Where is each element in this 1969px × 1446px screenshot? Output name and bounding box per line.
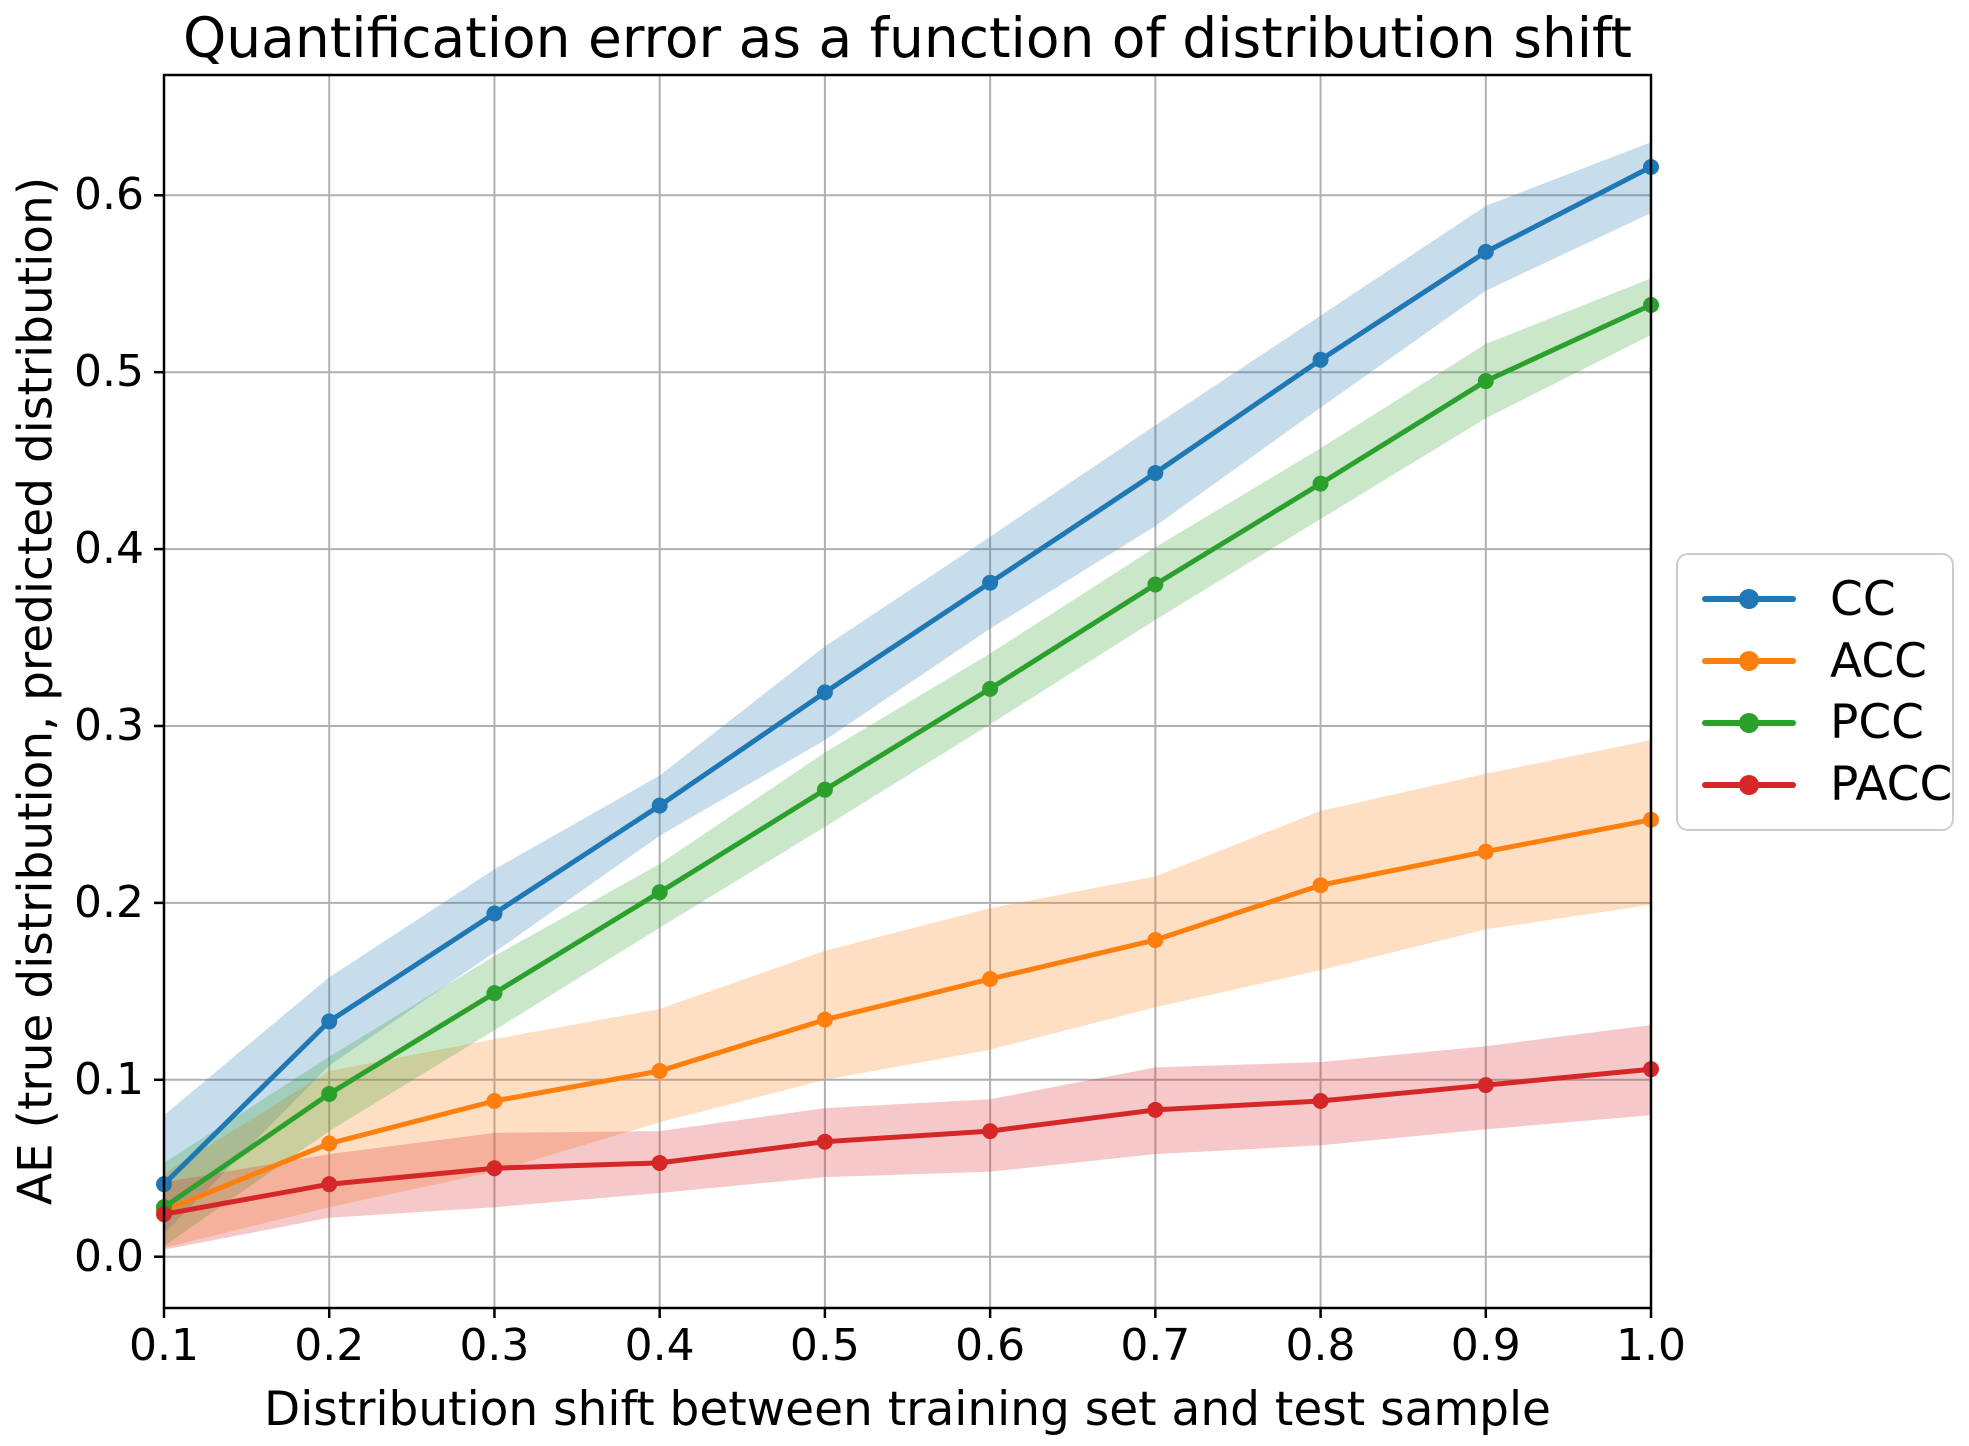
y-tick-label: 0.6 bbox=[74, 169, 144, 221]
marker-pacc bbox=[486, 1160, 503, 1177]
marker-pcc bbox=[982, 680, 999, 697]
x-axis-label: Distribution shift between training set … bbox=[264, 1382, 1551, 1437]
x-tick-label: 0.3 bbox=[459, 1320, 530, 1371]
legend: CC ACC PCC PACC bbox=[1676, 553, 1954, 831]
marker-pcc bbox=[1477, 373, 1494, 390]
x-tick-label: 0.9 bbox=[1450, 1320, 1521, 1371]
legend-line-sample bbox=[1702, 651, 1796, 672]
marker-cc bbox=[1312, 351, 1329, 368]
marker-pacc bbox=[651, 1154, 668, 1171]
marker-cc bbox=[651, 797, 668, 814]
legend-marker-dot bbox=[1739, 651, 1759, 672]
x-tick-label: 0.2 bbox=[294, 1320, 365, 1371]
marker-acc bbox=[816, 1011, 833, 1028]
marker-cc bbox=[1147, 465, 1164, 482]
legend-line-sample bbox=[1702, 589, 1796, 610]
x-tick-label: 0.8 bbox=[1285, 1320, 1356, 1371]
y-tick-label: 0.4 bbox=[74, 523, 144, 575]
line-cc bbox=[161, 164, 1654, 1187]
marker-pcc bbox=[321, 1085, 338, 1102]
band-pcc bbox=[164, 278, 1651, 1247]
marker-cc bbox=[1477, 243, 1494, 260]
marker-pcc bbox=[486, 985, 503, 1002]
x-tick-label: 0.1 bbox=[129, 1320, 199, 1371]
legend-marker-dot bbox=[1739, 589, 1759, 610]
marker-pacc bbox=[1147, 1101, 1164, 1118]
marker-acc bbox=[1312, 877, 1329, 894]
legend-marker-dot bbox=[1739, 712, 1759, 733]
marker-pacc bbox=[321, 1176, 338, 1193]
line-acc bbox=[161, 817, 1654, 1214]
plot-area bbox=[154, 73, 1659, 1318]
band-cc bbox=[164, 142, 1651, 1234]
marker-cc bbox=[321, 1013, 338, 1030]
marker-acc bbox=[1477, 843, 1494, 860]
marker-acc bbox=[982, 970, 999, 987]
y-tick-label: 0.2 bbox=[74, 876, 144, 928]
y-tick-label: 0.5 bbox=[74, 346, 144, 398]
legend-item-cc: CC bbox=[1678, 576, 1952, 623]
marker-cc bbox=[982, 574, 999, 591]
x-tick-label: 0.5 bbox=[789, 1320, 860, 1371]
marker-acc bbox=[321, 1135, 338, 1152]
marker-acc bbox=[651, 1062, 668, 1079]
legend-label: PACC bbox=[1830, 757, 1953, 813]
marker-acc bbox=[486, 1093, 503, 1110]
legend-item-acc: ACC bbox=[1678, 638, 1952, 685]
marker-pcc bbox=[1147, 576, 1164, 593]
marker-pcc bbox=[1312, 475, 1329, 492]
legend-label: ACC bbox=[1830, 633, 1927, 689]
legend-item-pcc: PCC bbox=[1678, 699, 1952, 746]
y-tick-label: 0.1 bbox=[74, 1053, 144, 1105]
marker-cc bbox=[816, 684, 833, 701]
marker-pacc bbox=[982, 1123, 999, 1140]
marker-pacc bbox=[1477, 1077, 1494, 1094]
marker-pcc bbox=[816, 781, 833, 798]
legend-label: PCC bbox=[1830, 695, 1924, 751]
x-tick-label: 0.6 bbox=[955, 1320, 1026, 1371]
marker-pacc bbox=[816, 1133, 833, 1150]
marker-pcc bbox=[651, 884, 668, 901]
marker-pacc bbox=[1312, 1093, 1329, 1110]
x-tick-label: 0.4 bbox=[624, 1320, 695, 1371]
x-tick-label: 1.0 bbox=[1616, 1320, 1686, 1371]
legend-line-sample bbox=[1702, 774, 1796, 795]
y-tick-label: 0.0 bbox=[74, 1230, 144, 1282]
legend-label: CC bbox=[1830, 571, 1896, 627]
legend-line-sample bbox=[1702, 712, 1796, 733]
x-tick-label: 0.7 bbox=[1120, 1320, 1191, 1371]
plot-border bbox=[162, 73, 1653, 1310]
legend-item-pacc: PACC bbox=[1678, 761, 1952, 808]
marker-acc bbox=[1147, 932, 1164, 949]
line-pacc bbox=[161, 1066, 1654, 1217]
chart-title: Quantification error as a function of di… bbox=[183, 6, 1632, 70]
band-acc bbox=[164, 740, 1651, 1248]
legend-marker-dot bbox=[1739, 774, 1759, 795]
y-axis-label: AE (true distribution, predicted distrib… bbox=[8, 176, 64, 1206]
marker-cc bbox=[486, 905, 503, 922]
line-pcc bbox=[161, 302, 1654, 1210]
y-tick-label: 0.3 bbox=[74, 699, 144, 751]
